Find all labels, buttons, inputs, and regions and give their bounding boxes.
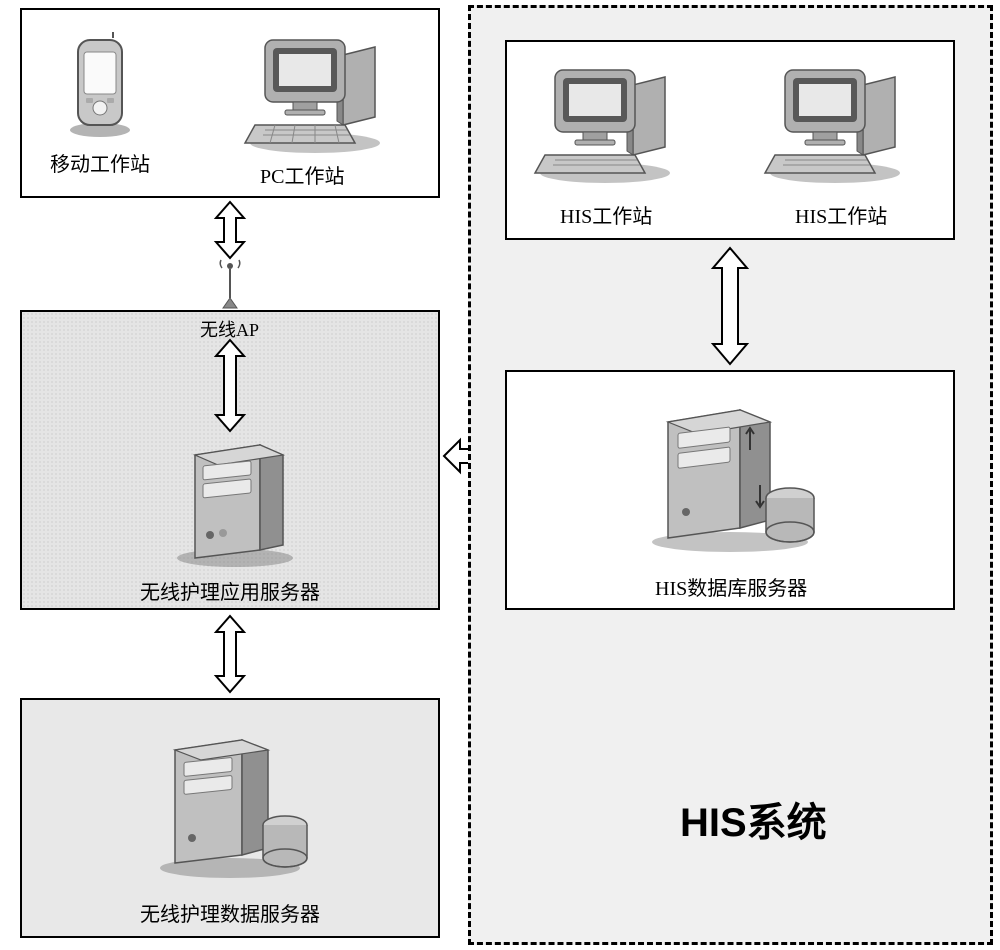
- antenna-icon: [215, 258, 245, 313]
- app-server-label: 无线护理应用服务器: [140, 576, 320, 605]
- pda-icon: [60, 30, 140, 140]
- mobile-ws-label: 移动工作站: [50, 148, 150, 177]
- arrow-ap-server: [200, 338, 260, 433]
- arrow-his-ws-db: [697, 246, 763, 366]
- server-icon: [165, 430, 305, 570]
- pc-ws-label: PC工作站: [260, 160, 344, 189]
- data-server-label: 无线护理数据服务器: [140, 898, 320, 927]
- db-server-icon: [150, 720, 320, 880]
- his-db-server-icon: [640, 390, 830, 555]
- arrow-ws-ap: [200, 200, 260, 260]
- his-ws-1-label: HIS工作站: [560, 200, 652, 229]
- his-system-label: HIS系统: [680, 790, 827, 848]
- arrow-app-data: [200, 614, 260, 694]
- pc-icon: [235, 25, 395, 155]
- his-ws-2-label: HIS工作站: [795, 200, 887, 229]
- his-pc-icon-2: [755, 55, 915, 185]
- his-pc-icon-1: [525, 55, 685, 185]
- his-db-label: HIS数据库服务器: [655, 572, 807, 601]
